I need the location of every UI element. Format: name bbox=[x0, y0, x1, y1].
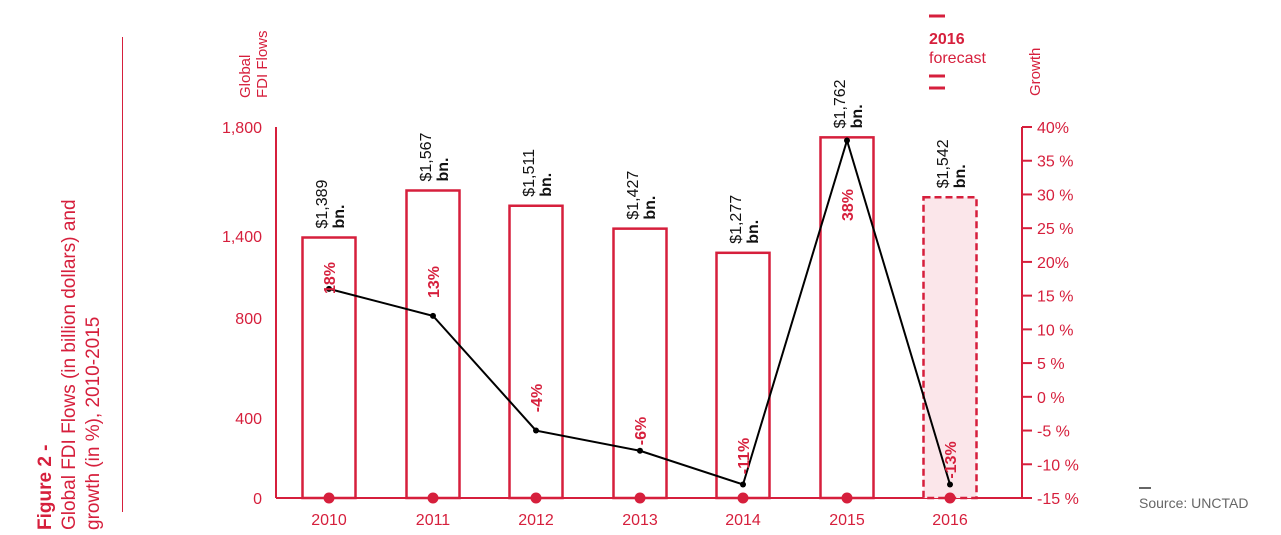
x-tick-label: 2014 bbox=[725, 512, 761, 529]
left-tick-label: 800 bbox=[235, 311, 262, 328]
bar-base-dot bbox=[944, 492, 956, 504]
growth-label: 38% bbox=[840, 189, 857, 221]
bar-unit-label: bn. bbox=[331, 205, 348, 229]
bar-value-label: $1,542 bbox=[935, 139, 952, 188]
bar-base-dot bbox=[841, 492, 853, 504]
right-tick-label: 10 % bbox=[1037, 322, 1073, 339]
bar-value-label: $1,277 bbox=[728, 195, 745, 244]
bar-unit-label: bn. bbox=[849, 104, 866, 128]
bar-base-dot bbox=[634, 492, 646, 504]
x-tick-label: 2010 bbox=[311, 512, 347, 529]
source-dash bbox=[1139, 487, 1151, 489]
left-axis-title: GlobalFDI Flows bbox=[237, 31, 271, 99]
forecast-year: 2016 bbox=[929, 31, 965, 48]
right-tick-label: 20% bbox=[1037, 255, 1069, 272]
right-tick-label: 25 % bbox=[1037, 221, 1073, 238]
x-tick-label: 2013 bbox=[622, 512, 658, 529]
left-axis-title-line: FDI Flows bbox=[254, 31, 271, 99]
left-axis-title-line: Global bbox=[237, 55, 254, 98]
bar-unit-label: bn. bbox=[952, 164, 969, 188]
growth-point bbox=[740, 481, 746, 488]
left-tick-label: 0 bbox=[253, 491, 262, 508]
growth-label: -13% bbox=[943, 441, 960, 478]
bar-base-dot bbox=[323, 492, 335, 504]
right-tick-label: 35 % bbox=[1037, 154, 1073, 171]
bar-base-dot bbox=[737, 492, 749, 504]
title-divider bbox=[122, 37, 123, 512]
right-tick-label: -10 % bbox=[1037, 457, 1079, 474]
growth-point bbox=[637, 447, 643, 454]
bar-value-label: $1,567 bbox=[418, 132, 435, 181]
right-tick-label: -15 % bbox=[1037, 491, 1079, 508]
x-tick-label: 2011 bbox=[416, 512, 451, 529]
bar-base-dot bbox=[530, 492, 542, 504]
bar-unit-label: bn. bbox=[435, 157, 452, 181]
right-axis-title: Growth bbox=[1027, 48, 1044, 96]
source-note: Source: UNCTAD bbox=[1139, 487, 1248, 511]
bar-base-dot bbox=[427, 492, 439, 504]
growth-label: -11% bbox=[736, 438, 753, 474]
growth-label: -6% bbox=[633, 417, 650, 445]
right-tick-label: 0 % bbox=[1037, 390, 1065, 407]
right-tick-label: 15 % bbox=[1037, 289, 1073, 306]
growth-point bbox=[326, 285, 332, 292]
x-tick-label: 2015 bbox=[829, 512, 865, 529]
growth-label: 18% bbox=[322, 262, 339, 294]
bar-value-label: $1,427 bbox=[625, 171, 642, 220]
bar bbox=[508, 204, 564, 500]
bar-unit-label: bn. bbox=[642, 196, 659, 220]
growth-point bbox=[533, 427, 539, 434]
left-tick-label: 1,400 bbox=[222, 229, 262, 246]
bar-value-label: $1,511 bbox=[521, 149, 538, 197]
left-tick-label: 1,800 bbox=[222, 120, 262, 137]
growth-point bbox=[947, 481, 953, 488]
right-tick-label: 40% bbox=[1037, 120, 1069, 137]
growth-point bbox=[430, 312, 436, 319]
bar bbox=[405, 189, 461, 500]
bar-unit-label: bn. bbox=[745, 220, 762, 244]
forecast-label: forecast bbox=[929, 50, 986, 67]
growth-label: 13% bbox=[426, 266, 443, 298]
fdi-chart: 1,800 1,400 800 400 0 GlobalFDI Flows 40% 35 % 3… bbox=[222, 14, 1079, 529]
growth-label: -4% bbox=[529, 384, 546, 412]
bar-value-label: $1,389 bbox=[314, 179, 331, 228]
right-tick-label: 30 % bbox=[1037, 187, 1073, 204]
growth-point bbox=[844, 137, 850, 144]
bar-unit-label: bn. bbox=[538, 173, 555, 197]
left-tick-label: 400 bbox=[235, 411, 262, 428]
x-tick-label: 2012 bbox=[518, 512, 554, 529]
x-tick-label: 2016 bbox=[932, 512, 968, 529]
source-text: Source: UNCTAD bbox=[1139, 495, 1249, 511]
forecast-bar bbox=[922, 196, 978, 500]
right-tick-label: 5 % bbox=[1037, 356, 1065, 373]
bar-value-label: $1,762 bbox=[832, 79, 849, 128]
right-tick-label: -5 % bbox=[1037, 424, 1070, 441]
